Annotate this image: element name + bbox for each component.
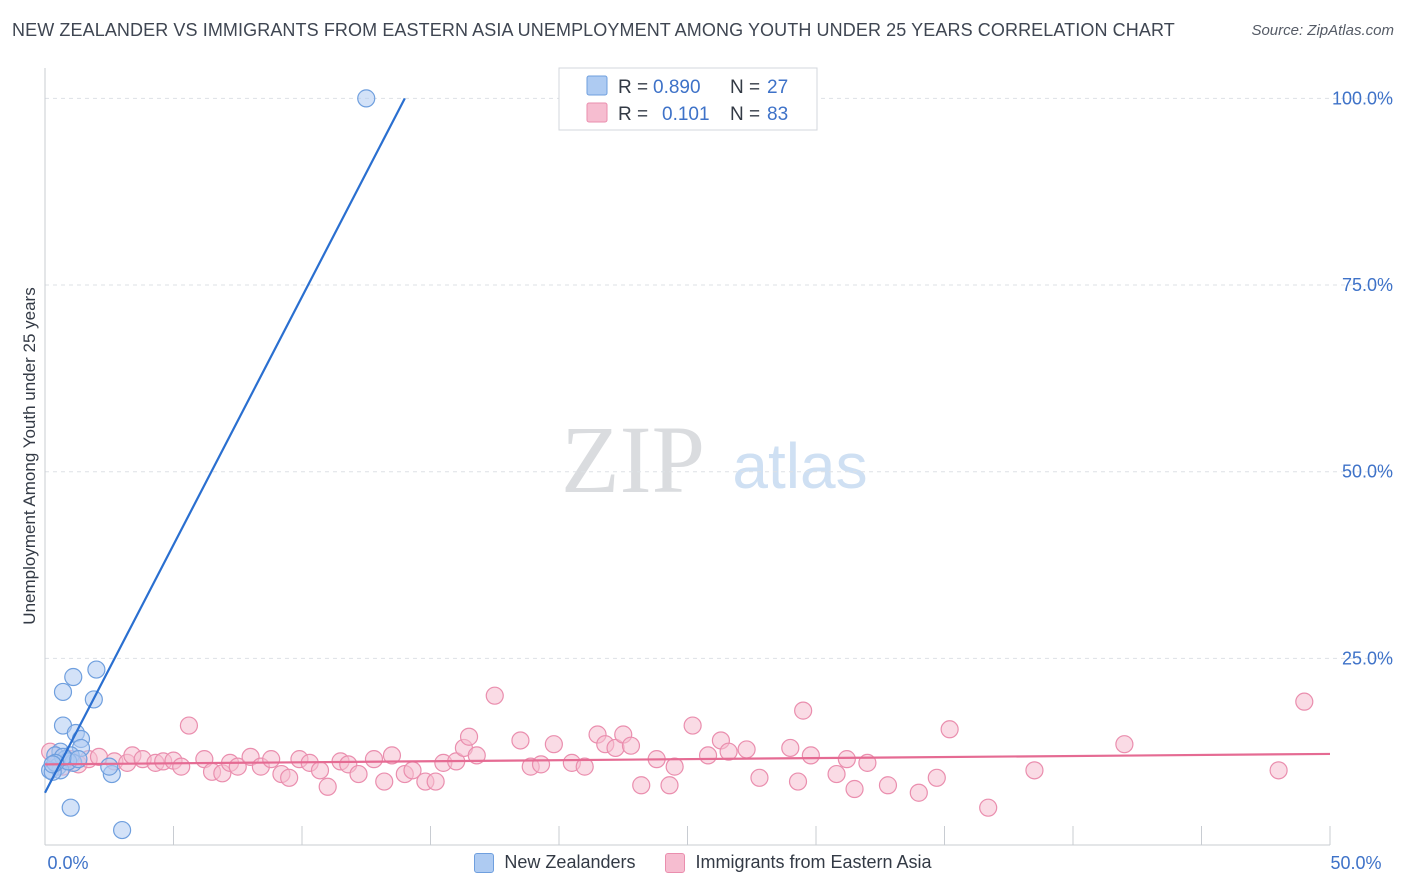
immigrants-point [179,716,199,735]
immigrants-point [827,764,846,784]
legend-swatch-pink [586,102,608,123]
legend-n-label-1: N = [730,77,760,98]
immigrants-point [1269,761,1288,780]
immigrants-point [375,772,394,791]
legend-label-new-zealanders: New Zealanders [504,852,636,872]
immigrants-point [801,746,820,765]
watermark: ZIP atlas [561,406,868,513]
y-tick-label-50: 50.0% [1342,462,1393,482]
new-zealanders-point [61,798,80,817]
gridlines [45,97,1392,659]
immigrants-point [172,757,191,776]
legend-label-immigrants: Immigrants from Eastern Asia [695,852,932,872]
immigrants-point [459,727,479,746]
legend-box: R = 0.890 N = 27 R = 0.101 N = 83 [558,67,818,131]
y-axis-label: Unemployment Among Youth under 25 years [20,287,39,624]
immigrants-point [750,768,769,787]
legend-r-label-1: R = [618,77,648,98]
legend-r-value-2: 0.101 [662,104,710,125]
y-tick-label-75: 75.0% [1342,275,1393,295]
immigrants-point [426,772,445,791]
immigrants-point [940,720,959,739]
x-tick-label-end: 50.0% [1330,853,1381,873]
immigrants-point [1115,735,1134,754]
immigrants-point [737,740,756,759]
trend-line-new-zealanders [44,97,406,794]
legend-r-label-2: R = [618,104,648,125]
legend-swatch-blue [586,75,608,96]
x-tick-label-start: 0.0% [47,853,88,873]
immigrants-point [837,750,856,769]
watermark-atlas: atlas [732,430,867,502]
immigrants-point [909,783,928,802]
immigrants-point [318,777,337,796]
immigrants-point [683,716,702,735]
immigrants-point [788,772,808,791]
legend-r-value-1: 0.890 [653,77,701,98]
immigrants-point [794,701,813,720]
legend-item-immigrants: Immigrants from Eastern Asia [665,852,932,873]
immigrants-point [575,757,594,776]
bottom-legend: New Zealanders Immigrants from Eastern A… [0,852,1406,873]
y-tick-label-25: 25.0% [1342,648,1393,668]
source-credit: Source: ZipAtlas.com [1251,22,1394,39]
immigrants-point [660,776,679,795]
immigrants-point [632,776,651,795]
immigrants-point [349,764,368,784]
immigrants-point [531,755,551,774]
immigrants-point [1025,761,1044,780]
immigrants-point [364,750,384,769]
new-zealanders-point [64,667,83,687]
immigrants-point [927,768,946,787]
immigrants-point [621,736,641,755]
immigrants-point [262,750,281,769]
legend-n-value-2: 83 [767,104,788,125]
immigrants-point [544,735,563,754]
axis-ticks [44,826,1331,845]
y-tick-label-100: 100.0% [1332,88,1393,108]
immigrants-point [979,798,998,817]
immigrants-point [878,776,898,795]
new-zealanders-point [87,660,106,679]
legend-item-new-zealanders: New Zealanders [474,852,635,873]
immigrants-point [467,746,486,765]
watermark-zip: ZIP [561,406,705,513]
legend-swatch-immigrants [665,852,686,873]
immigrants-point [382,746,402,765]
new-zealanders-point [357,89,376,108]
immigrants-point [1295,692,1314,711]
immigrants-point [511,731,530,750]
new-zealanders-point [53,682,73,702]
y-tick-labels: 25.0% 50.0% 75.0% 100.0% [1332,88,1393,668]
immigrants-point [310,761,330,780]
new-zealanders-point [100,757,119,776]
series-new-zealanders-points [41,89,376,840]
legend-swatch-new-zealanders [474,852,495,873]
immigrants-point [280,768,299,787]
immigrants-point [719,742,738,761]
chart-title: NEW ZEALANDER VS IMMIGRANTS FROM EASTERN… [12,20,1175,40]
legend-n-value-1: 27 [767,77,788,98]
trend-lines [44,97,1331,794]
new-zealanders-point [112,820,132,840]
immigrants-point [781,738,800,758]
trend-line-immigrants [44,752,1331,766]
immigrants-point [845,779,864,799]
series-immigrants-points [41,686,1314,817]
immigrants-point [698,746,718,765]
legend-n-label-2: N = [730,104,760,125]
immigrants-point [665,757,684,776]
immigrants-point [485,686,504,705]
